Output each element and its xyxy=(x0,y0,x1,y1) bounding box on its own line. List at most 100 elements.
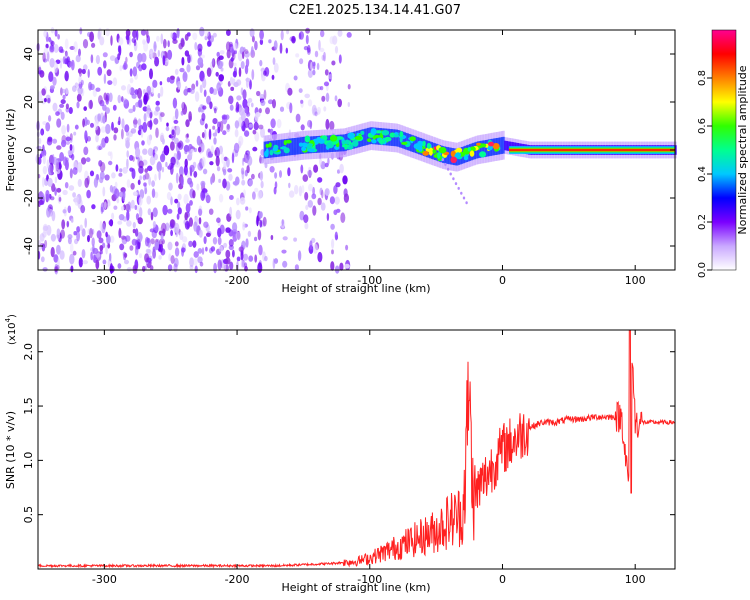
noise-blob xyxy=(72,161,78,170)
noise-blob xyxy=(244,49,249,55)
noise-blob xyxy=(129,154,134,161)
noise-blob xyxy=(162,55,166,66)
noise-blob xyxy=(117,120,121,126)
noise-blob xyxy=(177,201,181,210)
noise-blob xyxy=(47,136,53,142)
noise-blob xyxy=(319,158,322,166)
noise-blob xyxy=(124,259,129,265)
noise-blob xyxy=(118,45,122,56)
band-mid xyxy=(338,134,341,152)
noise-blob xyxy=(149,68,153,80)
noise-blob xyxy=(129,68,133,77)
colorbar-tick-label: 0.0 xyxy=(697,262,708,278)
noise-blob xyxy=(42,165,48,175)
noise-blob xyxy=(227,81,231,87)
noise-blob xyxy=(76,226,81,233)
noise-blob xyxy=(176,154,179,166)
band-mid xyxy=(289,138,292,156)
noise-blob xyxy=(85,157,91,163)
noise-blob xyxy=(46,159,49,169)
noise-blob xyxy=(295,53,300,58)
noise-blob xyxy=(346,32,352,38)
noise-blob xyxy=(225,257,231,265)
noise-blob xyxy=(281,249,287,254)
noise-blob xyxy=(88,81,93,91)
noise-blob xyxy=(192,190,196,199)
noise-blob xyxy=(47,164,53,175)
noise-blob xyxy=(130,182,135,190)
noise-blob xyxy=(132,264,138,274)
snr-frame xyxy=(37,329,676,570)
noise-blob xyxy=(56,145,62,150)
noise-blob xyxy=(118,214,125,221)
colorbar-tick-label: 0.2 xyxy=(697,214,708,230)
noise-blob xyxy=(141,140,145,146)
noise-blob xyxy=(205,246,208,252)
noise-blob xyxy=(230,86,235,91)
noise-blob xyxy=(188,217,193,227)
noise-blob xyxy=(119,168,123,173)
band-blob xyxy=(265,143,270,148)
noise-blob xyxy=(272,57,276,65)
spectrogram-signal-layer xyxy=(263,121,677,205)
noise-blob xyxy=(153,110,159,116)
noise-blob xyxy=(241,170,245,180)
streak-dot xyxy=(454,182,458,186)
snr-multiplier-exp: 4 xyxy=(4,317,12,322)
x-tick-label: -100 xyxy=(357,573,382,586)
noise-blob xyxy=(58,46,64,53)
noise-blob xyxy=(103,73,107,85)
noise-blob xyxy=(230,57,234,62)
noise-blob xyxy=(77,178,82,188)
noise-blob xyxy=(179,166,184,177)
noise-blob xyxy=(177,80,182,90)
noise-blob xyxy=(149,111,153,119)
noise-blob xyxy=(279,106,285,112)
noise-blob xyxy=(134,205,138,210)
noise-blob xyxy=(83,146,89,156)
noise-blob xyxy=(298,88,303,93)
x-tick-label: -300 xyxy=(92,274,117,287)
noise-blob xyxy=(103,201,107,210)
noise-blob xyxy=(321,95,326,102)
noise-blob xyxy=(145,248,151,254)
noise-blob xyxy=(227,168,233,173)
noise-blob xyxy=(174,198,179,204)
noise-blob xyxy=(225,227,231,233)
noise-blob xyxy=(331,249,334,255)
noise-blob xyxy=(144,187,148,195)
band-mid xyxy=(317,135,320,153)
noise-blob xyxy=(45,189,50,199)
noise-blob xyxy=(125,203,131,212)
noise-blob xyxy=(89,227,93,239)
band-blob xyxy=(269,149,274,156)
noise-blob xyxy=(212,118,218,125)
noise-blob xyxy=(216,51,220,58)
noise-blob xyxy=(312,61,316,70)
noise-blob xyxy=(249,79,252,90)
noise-blob xyxy=(213,137,217,145)
noise-blob xyxy=(42,52,46,63)
noise-blob xyxy=(180,110,184,116)
noise-blob xyxy=(48,115,52,122)
noise-blob xyxy=(251,35,255,43)
noise-blob xyxy=(235,209,241,220)
band-blob xyxy=(479,151,487,158)
noise-blob xyxy=(222,168,227,176)
noise-blob xyxy=(206,40,212,47)
band-mid xyxy=(446,147,449,164)
noise-blob xyxy=(154,56,160,67)
noise-blob xyxy=(265,107,270,115)
band-blob xyxy=(347,132,355,139)
noise-blob xyxy=(81,249,86,259)
noise-blob xyxy=(183,164,188,176)
band-blob xyxy=(429,150,433,156)
noise-blob xyxy=(135,147,141,158)
band-blob xyxy=(354,135,362,140)
noise-blob xyxy=(42,267,48,272)
noise-blob xyxy=(193,221,198,232)
noise-blob xyxy=(90,251,93,261)
noise-blob xyxy=(232,249,235,258)
noise-blob xyxy=(198,106,201,113)
